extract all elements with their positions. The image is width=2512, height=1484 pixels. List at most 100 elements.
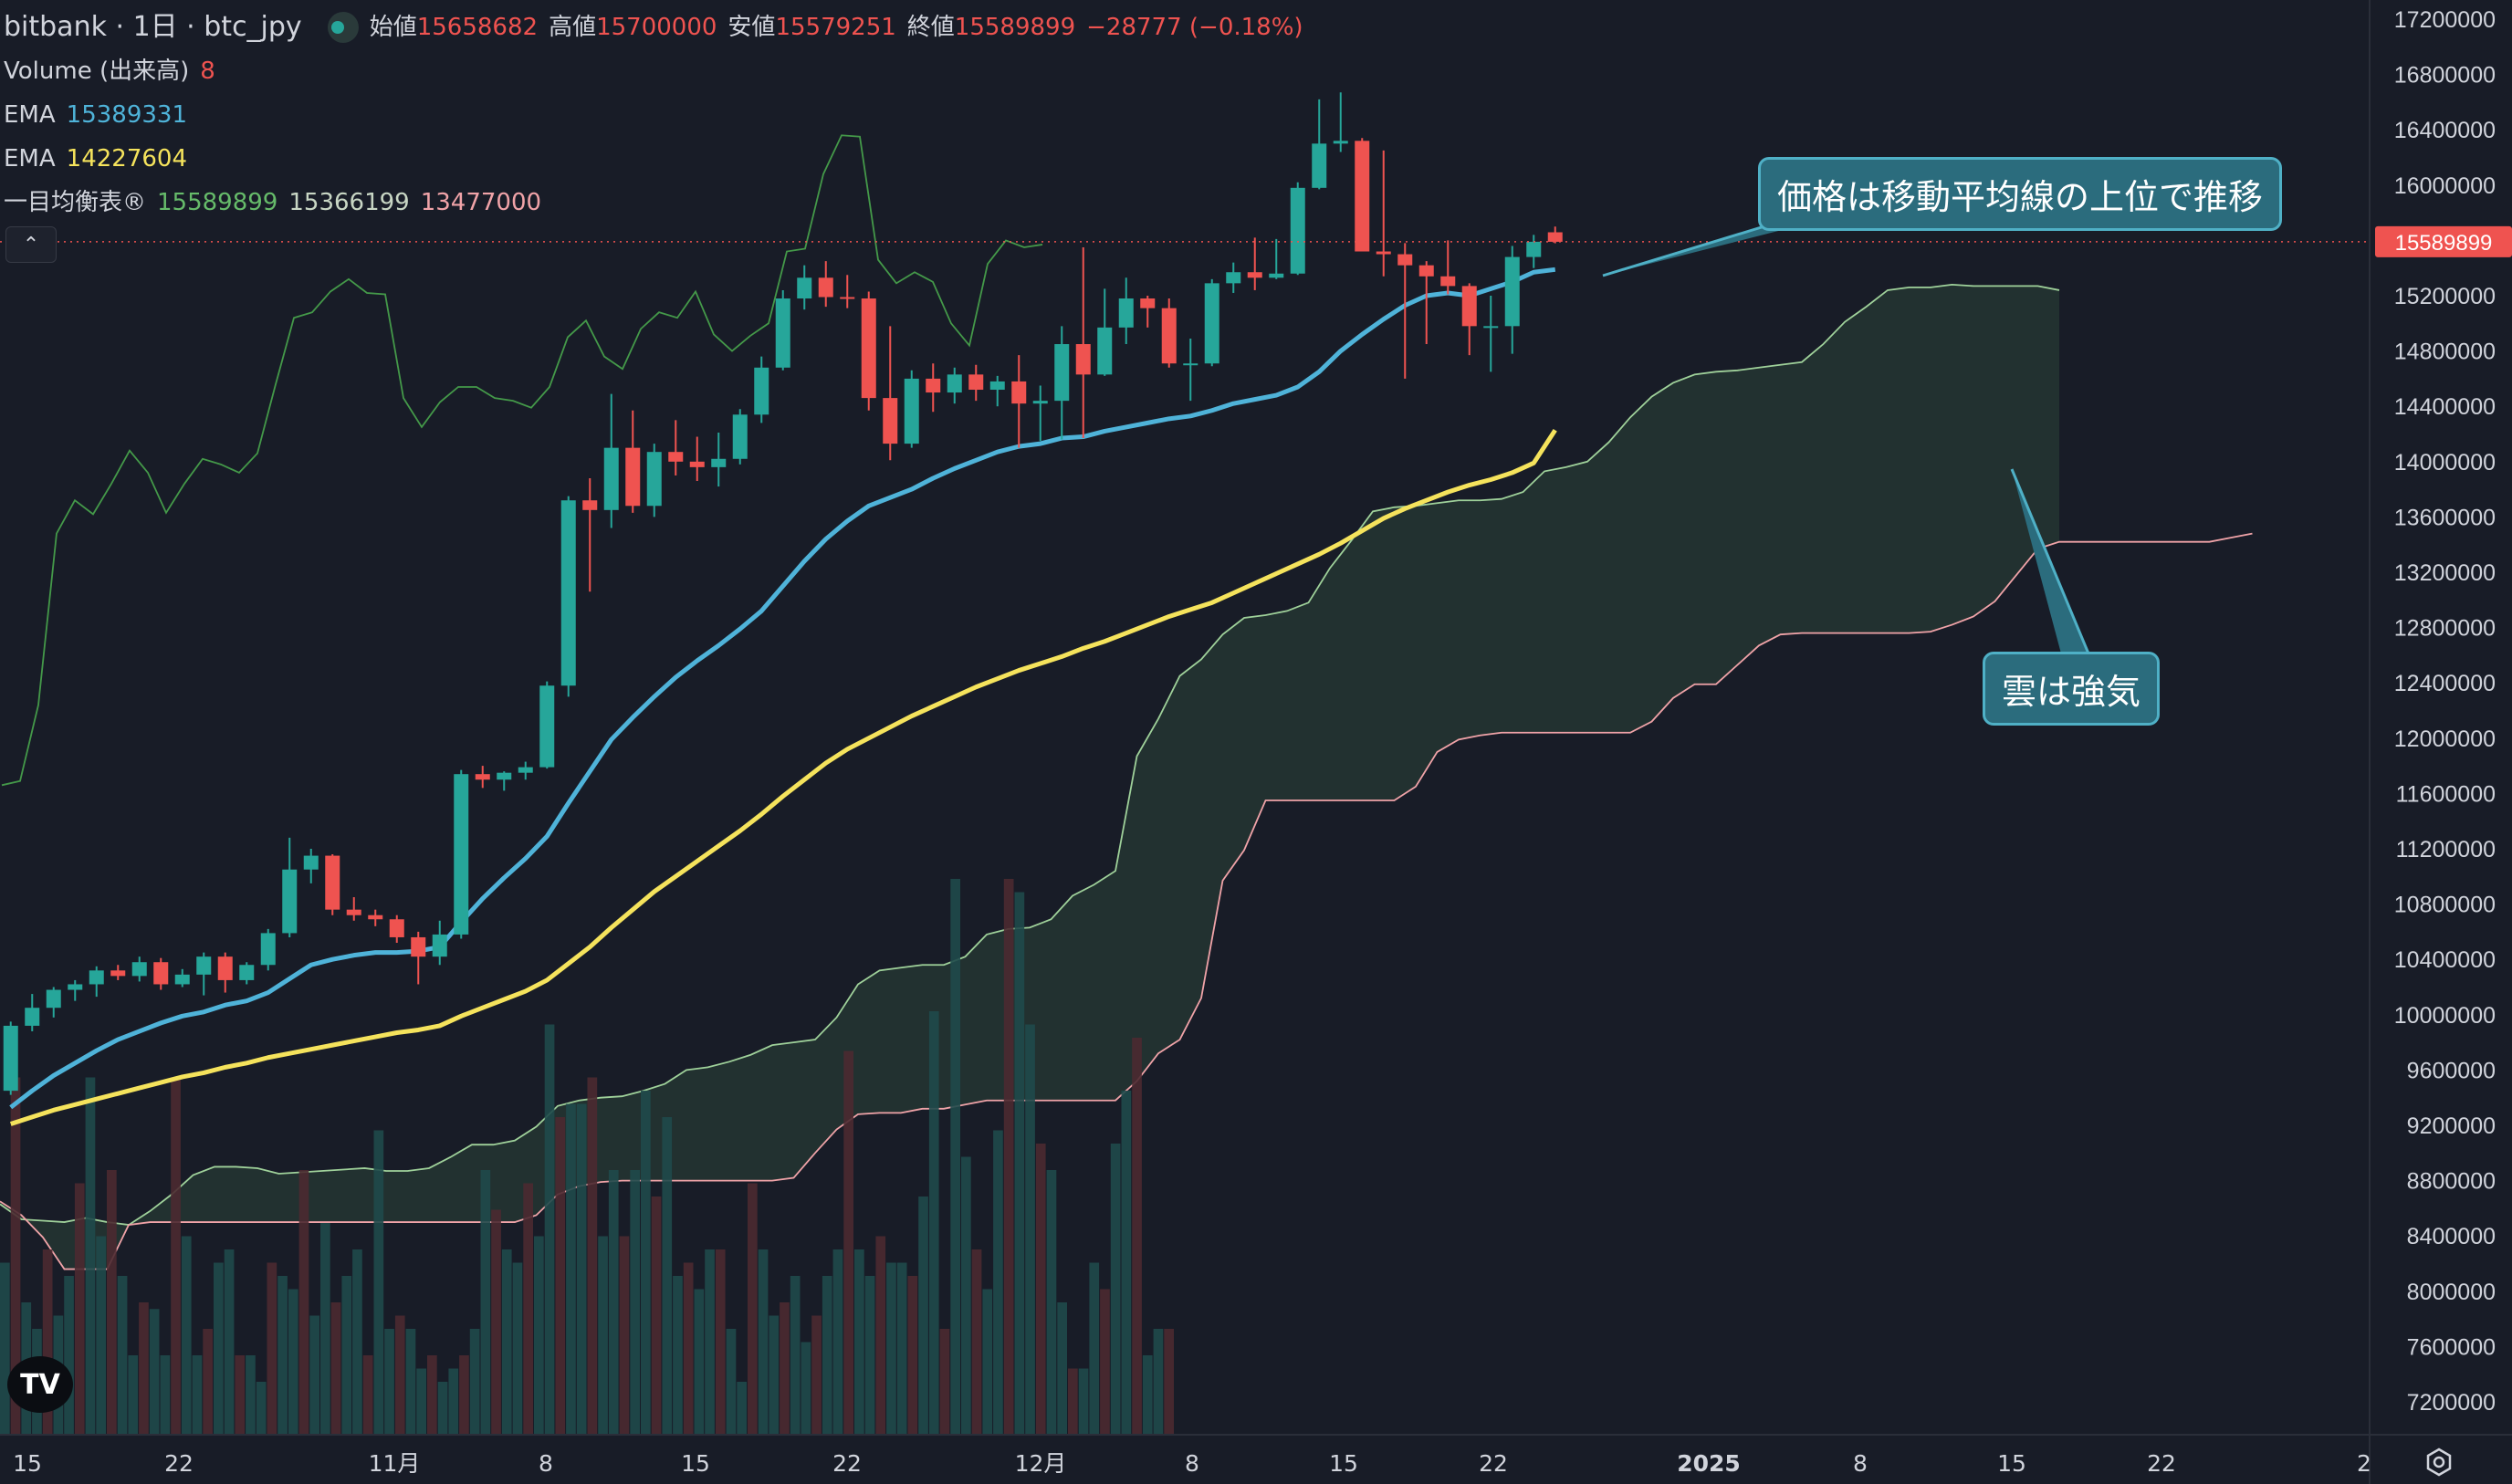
volume-bar bbox=[790, 1276, 801, 1435]
time-tick-label: 12月 bbox=[1015, 1450, 1067, 1477]
volume-bar bbox=[10, 1077, 21, 1435]
volume-bar bbox=[715, 1249, 726, 1435]
callout-cloud-bullish[interactable]: 雲は強気 bbox=[1983, 652, 2161, 726]
candle bbox=[325, 854, 340, 915]
volume-bar bbox=[384, 1329, 394, 1435]
candle bbox=[1011, 355, 1027, 448]
candle-body bbox=[582, 500, 598, 510]
settings-gear-icon[interactable] bbox=[2424, 1447, 2454, 1477]
volume-bar bbox=[277, 1276, 288, 1435]
close-label: 終値 bbox=[906, 14, 955, 41]
candle-body bbox=[1547, 232, 1563, 242]
time-axis[interactable]: 15 22 11月 8 15 22 12月 8 15 22 2025 8 15 22 2 bbox=[13, 1450, 2371, 1477]
volume-bar bbox=[1089, 1262, 1100, 1435]
time-tick-label: 15 bbox=[1329, 1450, 1358, 1477]
volume-bar bbox=[971, 1249, 982, 1435]
volume-bar bbox=[630, 1170, 640, 1435]
candle-body bbox=[174, 974, 190, 985]
symbol-title[interactable]: bitbank · 1日 · btc_jpy bbox=[4, 11, 302, 43]
volume-bar bbox=[1078, 1368, 1089, 1435]
candle-body bbox=[560, 500, 576, 686]
candle bbox=[497, 771, 512, 791]
candle bbox=[1269, 238, 1284, 279]
volume-bar bbox=[139, 1302, 149, 1435]
candle-body bbox=[25, 1008, 40, 1026]
legend-volume-row[interactable]: Volume (出来高) 8 bbox=[4, 49, 1314, 93]
volume-bar bbox=[896, 1262, 907, 1435]
candle bbox=[46, 987, 61, 1018]
price-axis[interactable]: 7200000 7600000 8000000 8400000 8800000 92000… bbox=[2394, 7, 2496, 1416]
time-tick-label: 2025 bbox=[1677, 1450, 1741, 1477]
candle-body bbox=[1247, 272, 1262, 278]
time-tick-label: 2 bbox=[2357, 1450, 2371, 1477]
volume-bar bbox=[107, 1170, 117, 1435]
candle bbox=[1161, 298, 1177, 368]
candle-body bbox=[1032, 401, 1048, 404]
price-tick-label: 14400000 bbox=[2394, 394, 2496, 420]
volume-bar bbox=[1003, 879, 1014, 1435]
candle-body bbox=[861, 298, 876, 399]
volume-bar bbox=[961, 1156, 971, 1435]
ema-long-line bbox=[9, 428, 1557, 1126]
ichimoku-value-2: 15366199 bbox=[288, 189, 410, 216]
time-tick-label: 15 bbox=[1997, 1450, 2026, 1477]
candle-body bbox=[1269, 273, 1284, 278]
candle bbox=[732, 409, 748, 465]
collapse-legend-button[interactable]: ⌃ bbox=[5, 226, 57, 263]
volume-bar bbox=[309, 1315, 319, 1435]
price-tick-label: 13600000 bbox=[2394, 505, 2496, 530]
price-tick-label: 8800000 bbox=[2407, 1169, 2496, 1195]
price-tick-label: 16800000 bbox=[2394, 63, 2496, 89]
volume-bar bbox=[534, 1236, 544, 1435]
price-tick-label: 12400000 bbox=[2394, 671, 2496, 696]
candle bbox=[196, 952, 212, 996]
volume-bar bbox=[907, 1276, 918, 1435]
volume-bar bbox=[469, 1329, 480, 1435]
candle bbox=[1418, 261, 1434, 345]
candle bbox=[368, 909, 383, 926]
volume-bar bbox=[587, 1077, 598, 1435]
candle bbox=[1397, 243, 1413, 379]
last-price-text: 15589899 bbox=[2395, 231, 2493, 256]
candle bbox=[1312, 99, 1327, 190]
callout-price-above-ma[interactable]: 価格は移動平均線の上位で推移 bbox=[1758, 157, 2283, 231]
volume-bar bbox=[427, 1355, 437, 1435]
volume-bar bbox=[1046, 1170, 1057, 1435]
candle bbox=[689, 436, 705, 482]
candle bbox=[1461, 283, 1477, 356]
last-price-tag: 15589899 bbox=[2375, 225, 2512, 257]
volume-bar bbox=[171, 1077, 181, 1435]
low-label: 安値 bbox=[727, 14, 776, 41]
candle-body bbox=[883, 398, 898, 444]
lagging-span bbox=[1, 134, 1043, 787]
price-tick-label: 7600000 bbox=[2407, 1334, 2496, 1360]
candle-body bbox=[1440, 276, 1456, 287]
market-status-icon[interactable] bbox=[327, 12, 359, 43]
candle-body bbox=[1226, 272, 1241, 284]
price-tick-label: 12800000 bbox=[2394, 616, 2496, 642]
open-value: 15658682 bbox=[416, 14, 539, 41]
candle bbox=[1226, 262, 1241, 293]
volume-bar bbox=[320, 1223, 330, 1435]
legend-ema2-row[interactable]: EMA 14227604 bbox=[4, 137, 1314, 181]
volume-bar bbox=[780, 1302, 790, 1435]
legend-ema1-row[interactable]: EMA 15389331 bbox=[4, 93, 1314, 137]
candle bbox=[1097, 288, 1113, 376]
candle-body bbox=[818, 277, 833, 298]
candle bbox=[1526, 235, 1542, 268]
candle bbox=[989, 375, 1005, 407]
candle-body bbox=[1290, 187, 1305, 274]
price-tick-label: 10400000 bbox=[2394, 947, 2496, 973]
candle bbox=[818, 261, 833, 308]
volume-bar bbox=[288, 1289, 298, 1435]
candle bbox=[646, 444, 662, 517]
volume-bar bbox=[843, 1050, 853, 1435]
volume-bar bbox=[886, 1262, 896, 1435]
time-tick-label: 15 bbox=[681, 1450, 710, 1477]
candle-body bbox=[1333, 141, 1348, 144]
candle bbox=[1118, 277, 1134, 345]
tradingview-logo-icon[interactable]: TV bbox=[7, 1356, 73, 1413]
volume-bar bbox=[1014, 892, 1025, 1435]
legend-ichimoku-row[interactable]: 一目均衡表® 15589899 15366199 13477000 bbox=[4, 181, 1314, 225]
